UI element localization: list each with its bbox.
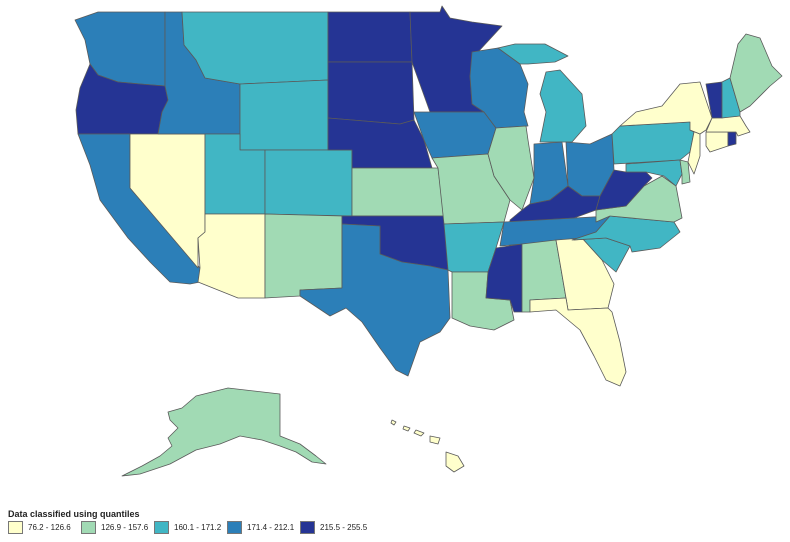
legend-label: 215.5 - 255.5 [320,523,368,532]
state-ct[interactable] [705,131,729,153]
state-de[interactable] [679,159,691,185]
state-ri[interactable] [727,131,737,147]
state-mi[interactable] [497,43,587,143]
state-co[interactable] [264,149,353,217]
states-layer [74,5,783,477]
state-az[interactable] [197,213,266,299]
state-wv[interactable] [595,169,653,211]
state-nj[interactable] [687,129,701,175]
legend-title: Data classified using quantiles [8,509,140,519]
us-choropleth-map [74,5,783,477]
state-ak[interactable] [121,387,327,477]
state-hi[interactable] [390,419,465,473]
state-nm[interactable] [264,213,343,299]
state-nd[interactable] [327,11,413,63]
legend: 76.2 - 126.6 126.9 - 157.6 160.1 - 171.2 17… [8,521,373,534]
legend-label: 76.2 - 126.6 [28,523,71,532]
legend-swatch [154,521,169,534]
legend-item: 160.1 - 171.2 [154,521,227,534]
legend-swatch [81,521,96,534]
state-me[interactable] [729,33,783,113]
legend-item: 171.4 - 212.1 [227,521,300,534]
legend-item: 126.9 - 157.6 [81,521,154,534]
legend-swatch [227,521,242,534]
state-wy[interactable] [239,79,329,151]
legend-item: 76.2 - 126.6 [8,521,81,534]
legend-label: 171.4 - 212.1 [247,523,295,532]
state-ma[interactable] [705,115,751,137]
legend-label: 160.1 - 171.2 [174,523,222,532]
state-fl[interactable] [529,297,627,387]
legend-swatch [300,521,315,534]
legend-swatch [8,521,23,534]
state-nh[interactable] [721,77,741,119]
state-tx[interactable] [299,223,451,377]
state-ks[interactable] [351,167,445,217]
legend-item: 215.5 - 255.5 [300,521,373,534]
state-sd[interactable] [327,61,415,125]
legend-label: 126.9 - 157.6 [101,523,149,532]
state-nc[interactable] [571,215,681,253]
state-pa[interactable] [611,121,695,165]
state-mt[interactable] [181,11,329,85]
